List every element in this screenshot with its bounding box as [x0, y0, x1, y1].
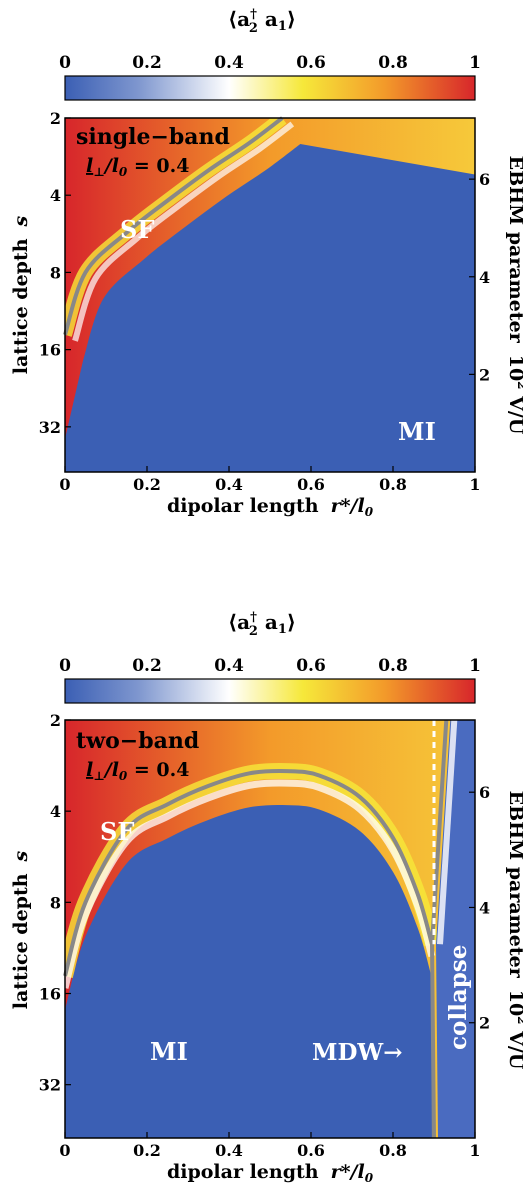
colorbar-tick-label: 0.8: [378, 53, 408, 73]
colorbar-top: ⟨a† 2 a1⟩ 0 0.2 0.4 0.6 0.8 1: [59, 7, 481, 101]
right-axis-label-top: EBHM parameter102 V/U: [505, 156, 523, 435]
x-tick-label: 0.8: [379, 475, 407, 494]
right-tick-label: 4: [479, 268, 490, 287]
y-axis-label-top: lattice depths: [10, 215, 32, 374]
plot-frame-top: [64, 117, 476, 473]
region-mi-bottom: MI: [150, 1037, 188, 1066]
x-tick-label: 0.2: [133, 1141, 161, 1160]
param-label-top: l⊥/l0 = 0.4: [86, 155, 190, 179]
colorbar-tick-label: 0.4: [214, 53, 244, 73]
param-label-bottom: l⊥/l0 = 0.4: [86, 759, 190, 783]
y-tick-label: 8: [50, 263, 61, 282]
y-tick-label: 16: [39, 341, 61, 360]
colorbar-tick-label: 0.4: [214, 656, 244, 676]
panel-title-bottom: two−band: [76, 728, 199, 754]
x-tick-label: 1: [469, 1141, 480, 1160]
colorbar-tick-label: 0: [59, 53, 71, 73]
colorbar-gradient-top: [64, 75, 476, 101]
colorbar-tick-label: 1: [469, 656, 481, 676]
right-tick-label: 2: [479, 365, 490, 384]
colorbar-tick-label: 0.2: [132, 656, 162, 676]
right-tick-label: 2: [479, 1014, 490, 1033]
colorbar-tick-label: 0: [59, 656, 71, 676]
x-tick-label: 0: [59, 475, 70, 494]
heatmap-bottom: [63, 719, 476, 1139]
y-tick-label: 32: [39, 1076, 61, 1095]
x-tick-label: 1: [469, 475, 480, 494]
region-sf-bottom: SF: [100, 817, 134, 846]
panel-title-top: single−band: [76, 124, 230, 150]
right-tick-label: 4: [479, 898, 490, 917]
y-tick-label: 4: [50, 186, 61, 205]
y-tick-label: 4: [50, 802, 61, 821]
region-sf-top: SF: [120, 215, 154, 244]
x-tick-label: 0.8: [379, 1141, 407, 1160]
colorbar-tick-label: 1: [469, 53, 481, 73]
x-axis-label-bottom-full: dipolar length r*/l0: [167, 1161, 374, 1185]
right-tick-label: 6: [479, 170, 490, 189]
region-mi-top: MI: [398, 417, 436, 446]
colorbar-bottom: ⟨a† 2 a1⟩ 0 0.2 0.4 0.6 0.8 1: [59, 610, 481, 704]
x-tick-label: 0.6: [297, 1141, 325, 1160]
y-tick-label: 2: [50, 109, 61, 128]
y-axis-label-bottom: lattice depths: [10, 850, 32, 1009]
x-tick-label: 0: [59, 1141, 70, 1160]
x-tick-label: 0.4: [215, 475, 243, 494]
plot-frame-bottom: [64, 719, 476, 1139]
x-tick-label: 0.2: [133, 475, 161, 494]
region-mdw-bottom: MDW→: [312, 1039, 403, 1066]
colorbar-gradient-bottom: [64, 678, 476, 704]
phase-boundary-bottom: [63, 768, 434, 977]
colorbar-title-bottom: ⟨a† 2 a1⟩: [228, 610, 296, 639]
y-tick-label: 8: [50, 893, 61, 912]
region-collapse-bottom: collapse: [445, 945, 472, 1050]
phase-boundary-top: [63, 116, 284, 336]
colorbar-tick-label: 0.8: [378, 656, 408, 676]
right-tick-label: 6: [479, 783, 490, 802]
y-tick-label: 2: [50, 711, 61, 730]
collapse-boundary: [429, 719, 449, 1139]
y-tick-label: 16: [39, 985, 61, 1004]
colorbar-tick-label: 0.2: [132, 53, 162, 73]
x-axis-label-top-full: dipolar length r*/l0: [167, 495, 374, 519]
colorbar-tick-label: 0.6: [296, 53, 326, 73]
heatmap-top: [63, 116, 476, 473]
x-tick-label: 0.4: [215, 1141, 243, 1160]
colorbar-tick-label: 0.6: [296, 656, 326, 676]
x-tick-label: 0.6: [297, 475, 325, 494]
colorbar-title-top: ⟨a† 2 a1⟩: [228, 7, 296, 36]
y-tick-label: 32: [39, 418, 61, 437]
right-axis-label-bottom: EBHM parameter102 V/U: [505, 791, 523, 1070]
